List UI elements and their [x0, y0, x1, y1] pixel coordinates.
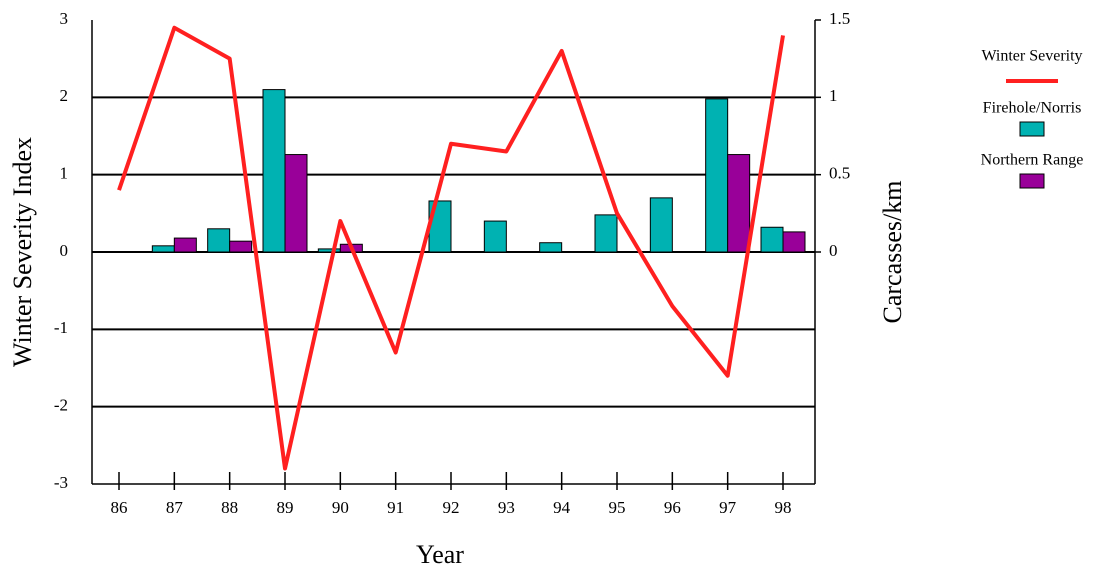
bar: [317, 248, 341, 253]
x-tick-label: 93: [498, 498, 515, 517]
bar: [649, 197, 673, 253]
legend-label: Winter Severity: [981, 48, 1082, 65]
x-tick-label: 90: [332, 498, 349, 517]
y-tick-label: -1: [54, 318, 68, 337]
y2-tick-label: 0.5: [829, 164, 850, 183]
legend-swatch: [1019, 121, 1045, 137]
bar: [207, 228, 231, 253]
y2-tick-label: 1.5: [829, 9, 850, 28]
y2-tick-label: 1: [829, 86, 838, 105]
bar: [151, 245, 175, 253]
bar: [284, 154, 308, 253]
y-tick-label: 2: [60, 86, 69, 105]
bar: [483, 220, 507, 253]
y-axis-title: Winter Severity Index: [8, 137, 37, 367]
line: [117, 25, 785, 471]
x-tick-label: 94: [553, 498, 571, 517]
x-tick-label: 87: [166, 498, 184, 517]
y2-tick-label: 0: [829, 241, 838, 260]
x-tick-label: 91: [387, 498, 404, 517]
y-tick-label: 1: [60, 164, 69, 183]
y-tick-label: -3: [54, 473, 68, 492]
bar: [727, 154, 751, 253]
bar: [705, 98, 729, 253]
x-tick-label: 97: [719, 498, 737, 517]
legend-label: Firehole/Norris: [983, 100, 1082, 117]
bar: [594, 214, 618, 253]
x-tick-label: 88: [221, 498, 238, 517]
x-tick-label: 89: [277, 498, 294, 517]
bar: [782, 231, 806, 253]
x-axis-title: Year: [416, 540, 464, 569]
x-tick-label: 95: [609, 498, 626, 517]
legend-swatch: [1019, 173, 1045, 189]
x-tick-label: 86: [111, 498, 128, 517]
x-tick-label: 96: [664, 498, 681, 517]
y-tick-label: 0: [60, 241, 69, 260]
legend-label: Northern Range: [981, 152, 1084, 169]
bar: [760, 226, 784, 253]
y-tick-label: 3: [60, 9, 69, 28]
y-tick-label: -2: [54, 396, 68, 415]
bar: [262, 89, 286, 253]
bar: [173, 237, 197, 253]
x-tick-label: 92: [443, 498, 460, 517]
y2-axis-title: Carcasses/km: [878, 181, 907, 324]
bar: [229, 240, 253, 253]
x-tick-label: 98: [775, 498, 792, 517]
bar: [539, 242, 563, 253]
